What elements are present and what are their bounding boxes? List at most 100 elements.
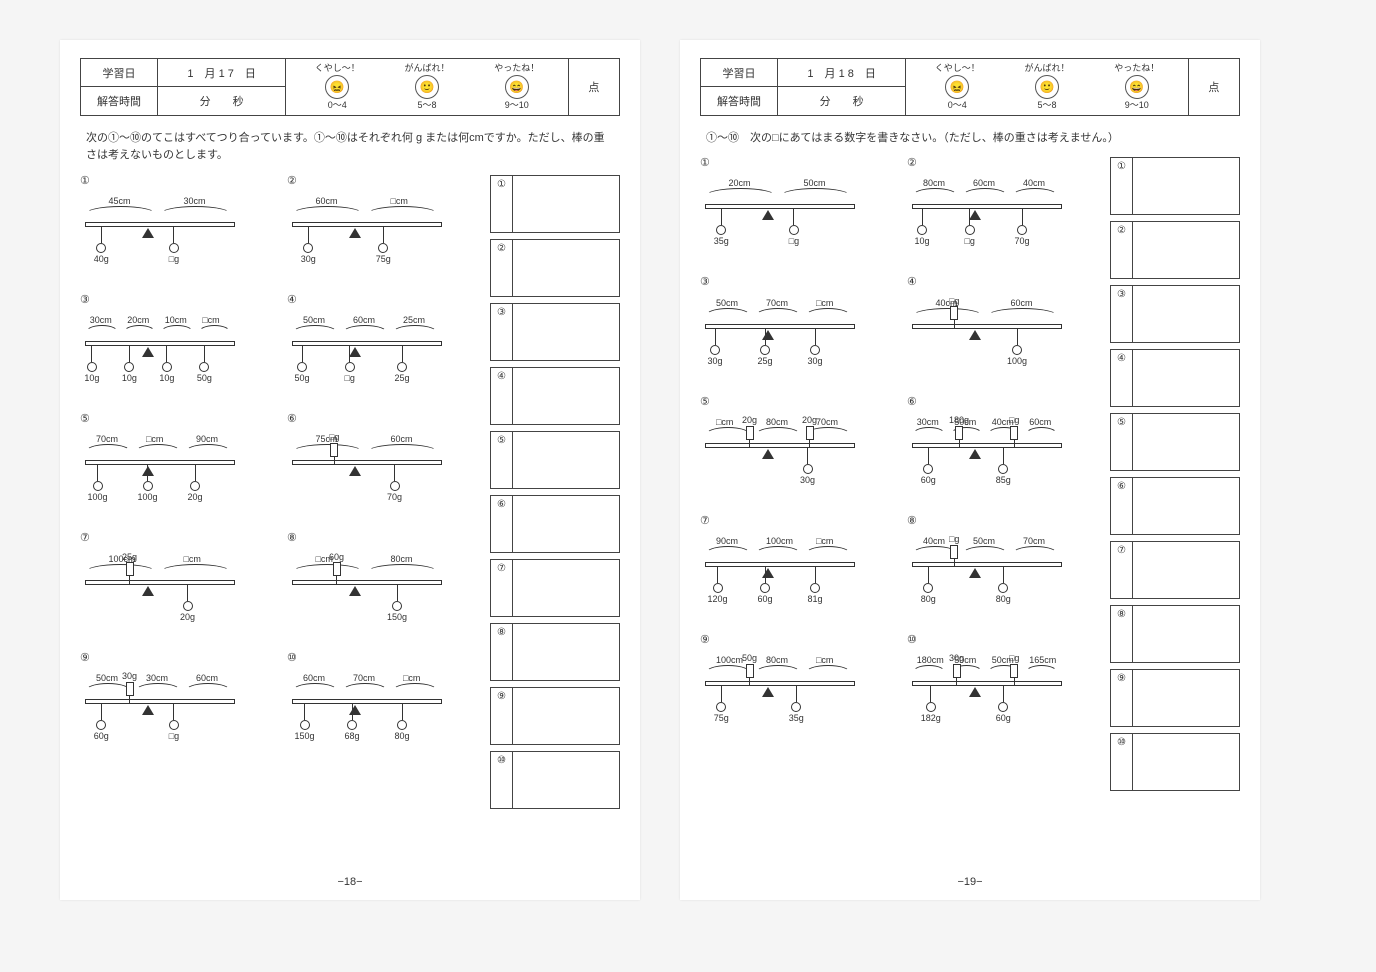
lever-diagram: 70cm□cm90cm100g100g20g [80,430,240,518]
dimension-arc [705,546,751,554]
dimension-arc [912,427,946,435]
dimension-label: 80cm [923,178,945,189]
answer-number: ⑦ [1111,542,1133,598]
weight: 10g [122,346,137,384]
problem-number: ④ [287,294,297,307]
fulcrum-icon [142,347,154,357]
answer-number: ⑨ [491,688,513,744]
answer-box[interactable]: ⑦ [1110,541,1240,599]
dimension-arc [1025,427,1059,435]
dimension-arc [987,308,1058,316]
answer-box[interactable]: ② [490,239,620,297]
answer-box[interactable]: ⑤ [490,431,620,489]
beam [912,204,1062,209]
weight: 81g [808,567,823,605]
answer-number: ⑥ [1111,478,1133,534]
problem: ①20cm50cm35g□g [700,157,893,262]
lever-diagram: 80cm60cm40cm10g□g70g [907,174,1067,262]
answer-box[interactable]: ⑧ [490,623,620,681]
dimension-label: 50cm [973,536,995,547]
dimension-label: 60cm [316,196,338,207]
problem: ②60cm□cm30g75g [287,175,480,280]
answer-box[interactable]: ⑤ [1110,413,1240,471]
answer-box[interactable]: ⑨ [490,687,620,745]
dimension-label: 70cm [353,673,375,684]
weight: 35g [714,209,729,247]
dimension-label: □cm [202,315,219,326]
dimension-label: 30cm [146,673,168,684]
problems-column-right: ①20cm50cm35g□g②80cm60cm40cm10g□g70g③50cm… [700,157,1100,791]
answer-box[interactable]: ③ [490,303,620,361]
problem: ⑩180cm50cm50cm165cm182g60g30g□g [907,634,1100,739]
lever-diagram: 100cm80cm□cm75g35g50g [700,651,860,739]
answer-box[interactable]: ⑩ [490,751,620,809]
dimension-label: 60cm [353,315,375,326]
beam [705,324,855,329]
stamp-kuyashi: くやし～！ 😖 0～4 [315,63,360,111]
instruction-text: ①～⑩ 次の□にあてはまる数字を書きなさい。（ただし、棒の重さは考えません。） [700,130,1240,148]
weight: 10g [84,346,99,384]
page-number: −18− [60,876,640,888]
dimension-arc [392,683,438,691]
answer-box[interactable]: ④ [490,367,620,425]
page-number: −19− [680,876,1260,888]
problem: ③30cm20cm10cm□cm10g10g10g50g [80,294,273,399]
face-happy-icon: 😄 [505,75,529,99]
lever-diagram: 180cm50cm50cm165cm182g60g30g□g [907,651,1067,739]
problem: ⑨100cm80cm□cm75g35g50g [700,634,893,739]
answer-box[interactable]: ③ [1110,285,1240,343]
lever-diagram: 50cm60cm25cm50g□g25g [287,311,447,399]
answer-box[interactable]: ⑥ [490,495,620,553]
lever-diagram: 75cm60cm70g□g [287,430,447,518]
problem-number: ⑨ [80,652,90,665]
dimension-label: 30cm [184,196,206,207]
dimension-label: 10cm [165,315,187,326]
problem-number: ① [700,157,710,170]
lever-diagram: □cm80cm150g60g [287,550,447,638]
dimension-label: 60cm [391,434,413,445]
dimension-label: 30cm [90,315,112,326]
face-try-icon: 🙂 [415,75,439,99]
lever-diagram: 60cm70cm□cm150g68g80g [287,669,447,757]
answer-box[interactable]: ② [1110,221,1240,279]
dimension-arc [780,188,851,196]
weight: 20g [180,585,195,623]
points-cell: 点 [1188,59,1239,116]
problem: ⑦100cm□cm20g25g [80,532,273,637]
answer-number: ⑩ [491,752,513,808]
answer-box[interactable]: ⑨ [1110,669,1240,727]
weight: 30g [808,329,823,367]
answer-box[interactable]: ⑦ [490,559,620,617]
lever-diagram: 40cm50cm70cm80g80g□g [907,532,1067,620]
answer-box[interactable]: ① [1110,157,1240,215]
beam [85,580,235,585]
answer-box[interactable]: ④ [1110,349,1240,407]
fulcrum-icon [969,330,981,340]
spring-scale: 25g [122,552,137,585]
dimension-label: 70cm [816,417,838,428]
weight: □g [345,346,355,384]
stamps-cell: くやし～！ 😖 0～4 がんばれ！ 🙂 5～8 やったね！ 😄 9～10 [286,59,568,116]
dimension-arc [160,325,194,333]
points-cell: 点 [568,59,619,116]
answer-box[interactable]: ⑥ [1110,477,1240,535]
stamps-cell: くやし～！ 😖 0～4 がんばれ！ 🙂 5～8 やったね！ 😄 9～10 [906,59,1188,116]
answer-box[interactable]: ⑧ [1110,605,1240,663]
spring-scale: 20g [742,415,757,448]
dimension-label: 50cm [303,315,325,326]
dimension-arc [367,444,438,452]
spring-scale: □g [949,296,959,329]
answer-box[interactable]: ① [490,175,620,233]
spring-scale: 30g [949,653,964,686]
weight: 30g [800,448,815,486]
answer-box[interactable]: ⑩ [1110,733,1240,791]
stamp-kuyashi: くやし～！ 😖 0～4 [935,63,980,111]
problem-number: ⑦ [80,532,90,545]
dimension-arc [755,546,801,554]
dimension-label: 50cm [96,673,118,684]
stamp-ganbare: がんばれ！ 🙂 5～8 [404,63,449,111]
stamp-yatta: やったね！ 😄 9～10 [494,63,539,111]
weight: 60g [94,704,109,742]
problem-number: ⑧ [907,515,917,528]
spring-scale: □g [1009,653,1019,686]
